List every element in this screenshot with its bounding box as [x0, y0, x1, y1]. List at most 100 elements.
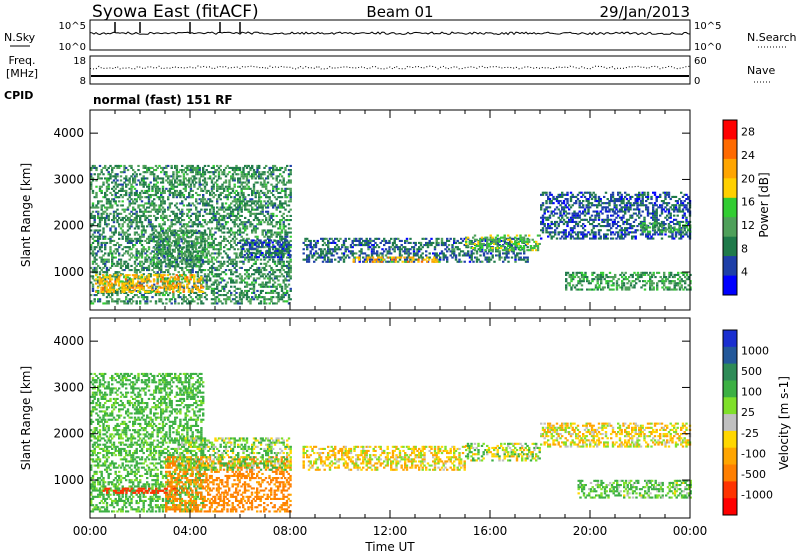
- power-echo-cell: [97, 279, 100, 282]
- power-echo-cell: [372, 248, 375, 251]
- power-echo-cell: [201, 240, 204, 243]
- power-echo-cell: [138, 290, 142, 293]
- power-echo-cell: [379, 252, 382, 255]
- power-echo-cell: [105, 198, 109, 201]
- power-echo-cell: [380, 256, 383, 259]
- power-echo-cell: [205, 285, 208, 288]
- power-echo-cell: [184, 296, 187, 299]
- power-echo-cell: [212, 239, 215, 242]
- power-echo-cell: [135, 223, 138, 226]
- power-echo-cell: [251, 264, 254, 267]
- power-echo-cell: [167, 227, 170, 230]
- power-echo-cell: [386, 241, 389, 244]
- power-echo-cell: [257, 243, 260, 246]
- power-echo-cell: [280, 229, 284, 232]
- power-echo-cell: [198, 221, 201, 224]
- power-echo-cell: [138, 284, 142, 287]
- power-echo-cell: [388, 241, 391, 244]
- power-echo-cell: [321, 260, 325, 263]
- power-echo-cell: [128, 164, 131, 167]
- power-echo-cell: [286, 285, 289, 288]
- power-echo-cell: [135, 248, 138, 251]
- power-echo-cell: [95, 278, 98, 281]
- power-echo-cell: [132, 208, 135, 211]
- power-echo-cell: [97, 291, 100, 294]
- power-echo-cell: [90, 223, 93, 226]
- power-echo-cell: [318, 248, 321, 251]
- power-echo-cell: [545, 206, 548, 209]
- power-echo-cell: [433, 248, 437, 251]
- power-echo-cell: [135, 239, 138, 242]
- power-echo-cell: [484, 258, 487, 261]
- power-echo-cell: [289, 200, 292, 203]
- power-echo-cell: [247, 273, 250, 276]
- power-echo-cell: [217, 275, 221, 278]
- power-echo-cell: [126, 274, 129, 277]
- power-echo-cell: [158, 294, 161, 297]
- power-echo-cell: [97, 212, 100, 215]
- power-echo-cell: [226, 198, 229, 201]
- power-echo-cell: [119, 212, 123, 215]
- power-echo-cell: [370, 244, 374, 247]
- power-echo-cell: [126, 216, 130, 219]
- power-echo-cell: [255, 245, 259, 248]
- power-echo-cell: [201, 261, 204, 264]
- power-echo-cell: [523, 241, 526, 244]
- power-echo-cell: [112, 166, 116, 169]
- power-echo-cell: [249, 298, 252, 301]
- power-echo-cell: [377, 246, 381, 249]
- power-echo-cell: [273, 245, 276, 248]
- power-echo-cell: [130, 225, 133, 228]
- power-echo-cell: [306, 248, 309, 251]
- power-echo-cell: [224, 194, 228, 197]
- power-echo-cell: [279, 179, 282, 182]
- power-echo-cell: [240, 300, 243, 303]
- power-echo-cell: [97, 216, 100, 219]
- power-echo-cell: [111, 260, 114, 263]
- power-echo-cell: [187, 232, 190, 235]
- power-echo-cell: [273, 285, 277, 288]
- power-echo-cell: [194, 263, 197, 266]
- power-echo-cell: [223, 206, 226, 209]
- power-echo-cell: [147, 246, 151, 249]
- power-echo-cell: [270, 254, 273, 257]
- power-echo-cell: [163, 284, 166, 287]
- power-echo-cell: [179, 181, 182, 184]
- power-echo-cell: [494, 247, 498, 250]
- power-echo-cell: [195, 214, 198, 217]
- power-echo-cell: [203, 185, 207, 188]
- power-echo-cell: [279, 221, 282, 224]
- power-echo-cell: [280, 266, 284, 269]
- power-echo-cell: [154, 266, 158, 269]
- power-echo-cell: [265, 262, 268, 265]
- power-echo-cell: [444, 244, 447, 247]
- power-echo-cell: [210, 212, 214, 215]
- power-echo-cell: [182, 273, 186, 276]
- power-echo-cell: [133, 212, 137, 215]
- power-echo-cell: [179, 179, 182, 182]
- power-echo-cell: [128, 239, 131, 242]
- power-echo-cell: [198, 232, 201, 235]
- power-echo-cell: [237, 198, 240, 201]
- power-echo-cell: [198, 210, 201, 213]
- power-echo-cell: [156, 288, 159, 291]
- power-echo-cell: [307, 239, 311, 242]
- power-echo-cell: [430, 241, 433, 244]
- power-echo-cell: [412, 252, 416, 255]
- power-echo-cell: [154, 177, 158, 180]
- power-echo-cell: [109, 173, 112, 176]
- power-echo-cell: [231, 279, 235, 282]
- power-echo-cell: [440, 250, 444, 253]
- power-echo-cell: [126, 262, 130, 265]
- power-echo-cell: [151, 166, 154, 169]
- power-echo-cell: [230, 187, 233, 190]
- beam-title: Beam 01: [366, 3, 433, 21]
- power-echo-cell: [191, 234, 194, 237]
- power-echo-cell: [440, 252, 444, 255]
- power-echo-cell: [170, 229, 173, 232]
- power-echo-cell: [289, 198, 292, 201]
- power-echo-cell: [214, 237, 217, 240]
- power-echo-cell: [252, 287, 256, 290]
- power-echo-cell: [194, 246, 197, 249]
